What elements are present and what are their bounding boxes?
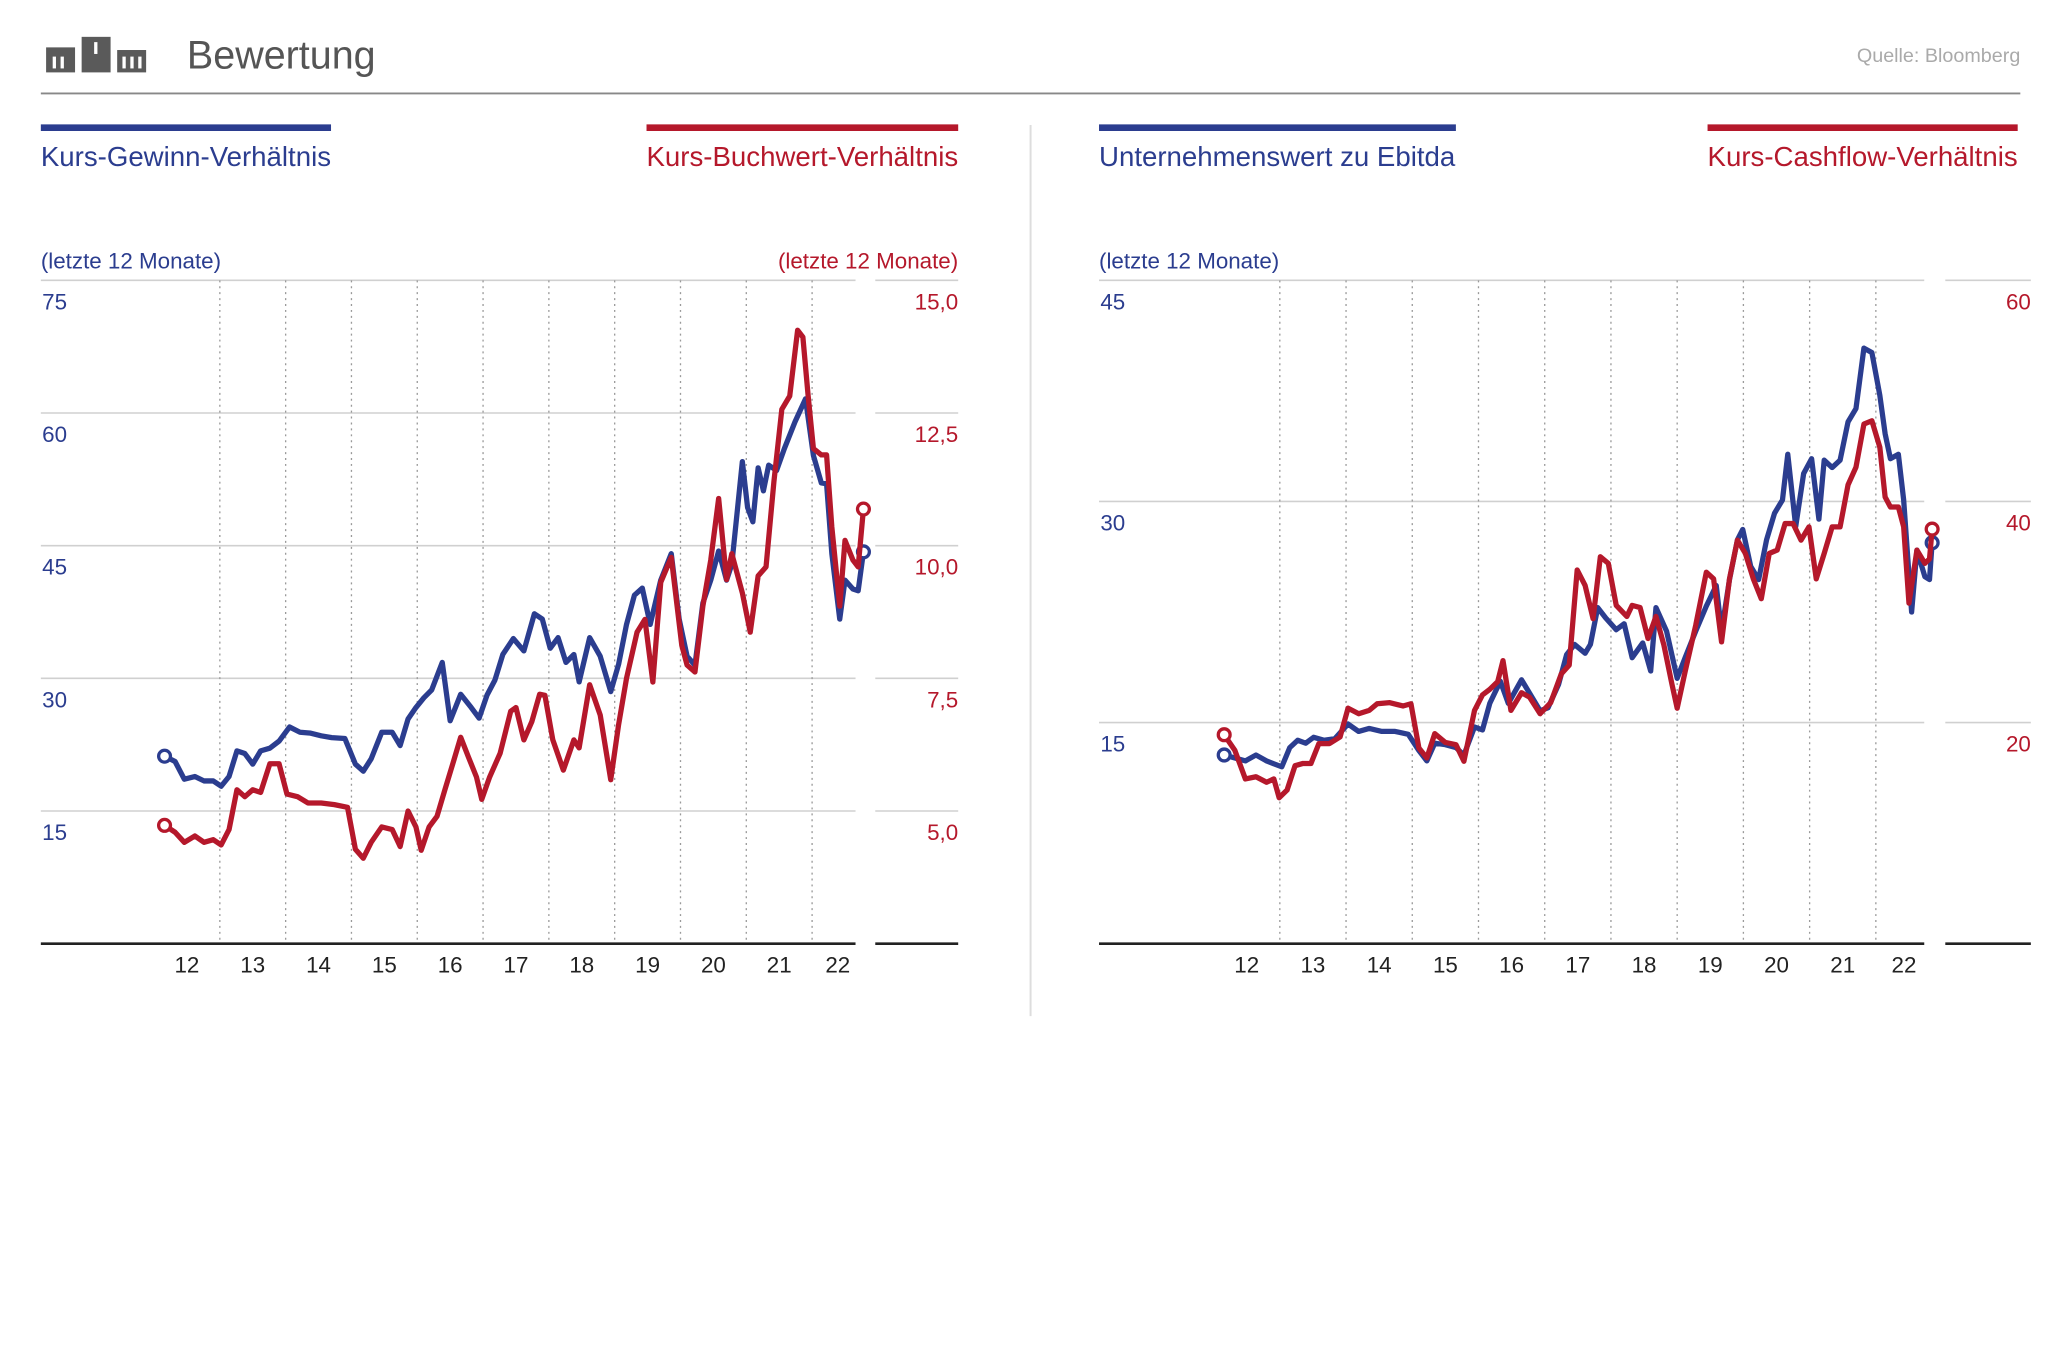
end-marker [1216, 747, 1232, 763]
logo-mark [138, 56, 142, 69]
y-tick-label: 60 [42, 422, 67, 447]
x-tick-label: 13 [1300, 953, 1325, 978]
end-marker [156, 817, 173, 833]
y-tick-label: 30 [42, 687, 67, 712]
end-marker [1216, 727, 1232, 743]
series-line [1221, 418, 1935, 801]
x-tick-label: 13 [240, 953, 265, 978]
x-tick-label: 18 [569, 953, 594, 978]
x-tick-label: 14 [306, 953, 331, 978]
x-tick-label: 21 [767, 953, 792, 978]
series-line [161, 396, 867, 789]
x-tick-label: 15 [372, 953, 397, 978]
x-tick-label: 17 [1565, 953, 1590, 978]
legend-label: Kurs-Buchwert-Verhältnis [647, 141, 959, 172]
y-tick-label: 45 [1100, 289, 1125, 314]
x-tick-label: 20 [1764, 953, 1789, 978]
logo-mark [60, 56, 64, 69]
x-tick-label: 21 [1830, 953, 1855, 978]
x-tick-label: 22 [825, 953, 850, 978]
x-tick-label: 17 [504, 953, 529, 978]
y2-tick-label: 5,0 [927, 820, 958, 845]
x-tick-label: 20 [701, 953, 726, 978]
y2-tick-label: 7,5 [927, 687, 958, 712]
series-line [161, 327, 867, 861]
y2-axis-label: (letzte 12 Monate) [778, 248, 958, 273]
series-line [1221, 345, 1935, 770]
x-tick-label: 14 [1367, 953, 1392, 978]
x-tick-label: 16 [438, 953, 463, 978]
x-tick-label: 16 [1499, 953, 1524, 978]
x-tick-label: 19 [1698, 953, 1723, 978]
y2-tick-label: 60 [2006, 289, 2031, 314]
y2-tick-label: 20 [2006, 732, 2031, 757]
chart-panel: Unternehmenswert zu Ebitda Kurs-Cashflow-… [1099, 124, 2031, 978]
end-marker [1924, 521, 1940, 537]
logo-mark [94, 42, 98, 54]
logo [46, 36, 147, 73]
logo-mark [52, 56, 56, 69]
x-tick-label: 15 [1433, 953, 1458, 978]
logo-mark [130, 56, 134, 69]
end-marker [156, 748, 173, 764]
x-tick-label: 12 [174, 953, 199, 978]
legend-label: Kurs-Gewinn-Verhältnis [41, 141, 331, 172]
y-axis-label: (letzte 12 Monate) [41, 248, 221, 273]
source-note: Quelle: Bloomberg [1857, 45, 2020, 67]
x-tick-label: 12 [1234, 953, 1259, 978]
y-tick-label: 75 [42, 289, 67, 314]
y-tick-label: 45 [42, 555, 67, 580]
logo-mark [122, 56, 126, 69]
y2-tick-label: 40 [2006, 510, 2031, 535]
y-tick-label: 15 [42, 820, 67, 845]
y2-tick-label: 10,0 [915, 555, 959, 580]
legend-label: Unternehmenswert zu Ebitda [1099, 141, 1456, 172]
y-tick-label: 15 [1100, 732, 1125, 757]
x-tick-label: 18 [1632, 953, 1657, 978]
legend-label: Kurs-Cashflow-Verhältnis [1708, 141, 2018, 172]
x-tick-label: 19 [635, 953, 660, 978]
y2-tick-label: 12,5 [915, 422, 959, 447]
chart-panel: Kurs-Gewinn-Verhältnis Kurs-Buchwert-Verh… [40, 124, 959, 978]
y2-tick-label: 15,0 [915, 289, 959, 314]
y-axis-label: (letzte 12 Monate) [1099, 248, 1279, 273]
end-marker [855, 501, 871, 517]
page-title: Bewertung [187, 33, 376, 77]
y-tick-label: 30 [1100, 510, 1125, 535]
x-tick-label: 22 [1892, 953, 1917, 978]
